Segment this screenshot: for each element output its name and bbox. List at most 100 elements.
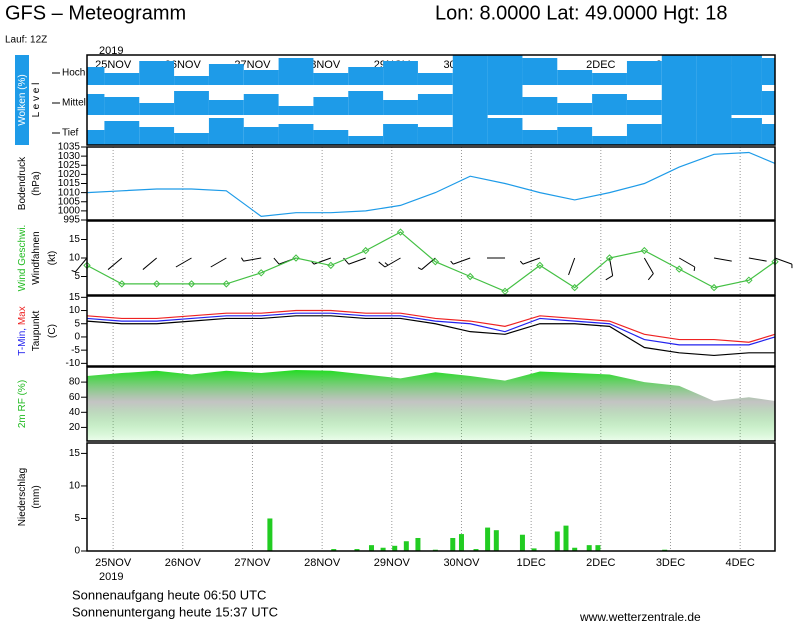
y-tick-label: 5 <box>74 513 80 524</box>
y-tick-label: 60 <box>69 392 81 403</box>
precip-bar <box>595 545 601 551</box>
marker <box>327 261 335 270</box>
axis-label: Wolken (%) <box>17 74 28 126</box>
wind-barb <box>107 257 123 270</box>
y-tick-label: 0 <box>74 546 80 557</box>
cloud-cell <box>139 127 175 145</box>
marker <box>710 283 718 292</box>
precip-bar <box>267 518 273 551</box>
cloud-cell <box>761 58 775 85</box>
precip-bar <box>473 549 479 551</box>
precip-bar <box>403 541 409 551</box>
y-tick-label: -10 <box>66 358 81 369</box>
cloud-cell <box>557 127 593 145</box>
y-tick-label: 1010 <box>58 187 81 198</box>
cloud-cell <box>383 124 418 145</box>
marker <box>118 280 126 288</box>
cloud-cell <box>661 85 697 115</box>
series-line <box>86 315 775 357</box>
wind-barb <box>748 257 767 262</box>
x-tick-label-bottom: 30NOV <box>443 557 480 569</box>
x-tick-label-bottom: 26NOV <box>165 557 202 569</box>
cloud-cell <box>104 97 140 115</box>
axis-label-part: 2m RF (%) <box>17 380 28 428</box>
cloud-cell <box>417 94 453 115</box>
axis-label: Windfahnen <box>31 231 42 284</box>
series-line <box>86 312 776 346</box>
marker <box>361 246 370 255</box>
marker <box>570 283 579 292</box>
cloud-cell <box>383 61 418 85</box>
x-tick-label-bottom: 3DEC <box>656 557 685 569</box>
panel-frame <box>86 146 776 221</box>
marker <box>396 228 405 236</box>
marker <box>536 261 544 270</box>
precip-bar <box>563 525 569 551</box>
cloud-cell <box>696 115 732 145</box>
y-tick-label: 10 <box>69 481 81 492</box>
cloud-cell <box>417 73 453 85</box>
wind-barb <box>175 257 192 268</box>
cloud-cell <box>452 55 488 85</box>
axis-label: (hPa) <box>31 171 42 195</box>
x-tick-label-top: 2DEC <box>586 59 615 71</box>
cloud-cell <box>348 136 384 145</box>
year-bottom: 2019 <box>99 571 123 583</box>
y-tick-label: 5 <box>74 271 80 282</box>
axis-label: Bodendruck <box>17 156 28 210</box>
cloud-cell <box>104 73 140 85</box>
axis-label: Wind Geschwi. <box>17 225 28 292</box>
axis-label: Niederschlag <box>17 468 28 526</box>
cloud-cell <box>313 73 349 85</box>
y-tick-label: 1005 <box>58 196 81 207</box>
cloud-cell <box>731 85 762 115</box>
cloud-cell <box>522 58 558 85</box>
x-tick-label-bottom: 29NOV <box>374 557 411 569</box>
marker <box>466 272 474 281</box>
level-label: Tief <box>62 128 79 139</box>
cloud-cell <box>87 67 105 85</box>
cloud-cell <box>696 55 732 85</box>
marker <box>222 280 231 288</box>
panel-frame <box>86 442 776 552</box>
cloud-cell <box>104 121 140 145</box>
axis-label: (kt) <box>47 251 58 265</box>
location: Lon: 8.0000 Lat: 49.0000 Hgt: 18 <box>435 2 727 24</box>
cloud-cell <box>278 124 314 145</box>
x-tick-label-bottom: 1DEC <box>516 557 545 569</box>
y-tick-label: 1035 <box>58 142 81 153</box>
y-tick-label: 10 <box>69 253 81 264</box>
wind-barb <box>519 257 541 265</box>
cloud-cell <box>243 70 279 85</box>
axis-label-part: (mm) <box>31 485 42 508</box>
axis-label: Taupunkt <box>31 310 42 351</box>
site: www.wetterzentrale.de <box>579 610 701 624</box>
panel-frame <box>86 54 776 146</box>
cloud-cell <box>208 100 244 115</box>
marker <box>745 276 753 284</box>
panel-frame <box>86 366 776 442</box>
cloud-cell <box>139 103 175 115</box>
marker <box>257 269 265 277</box>
axis-label-part: Niederschlag <box>17 468 28 526</box>
y-tick-label: 20 <box>69 422 81 433</box>
axis-label-part: (C) <box>47 324 58 338</box>
cloud-cell <box>487 118 523 145</box>
axis-label-part: Wolken (%) <box>17 74 28 126</box>
cloud-cell <box>243 94 279 115</box>
marker <box>187 280 196 288</box>
cloud-cell <box>278 106 314 115</box>
wind-barb <box>568 257 576 276</box>
precip-bar <box>554 531 560 551</box>
wind-barb <box>142 257 157 270</box>
cloud-cell <box>626 100 662 115</box>
y-tick-label: 15 <box>69 234 81 245</box>
cloud-cell <box>348 91 384 115</box>
wind-barb <box>450 257 471 265</box>
cloud-cell <box>522 97 558 115</box>
cloud-cell <box>87 94 105 115</box>
x-tick-label-bottom: 2DEC <box>586 557 615 569</box>
axis-label-part: Wind Geschwi. <box>17 225 28 292</box>
precip-bar <box>493 530 499 551</box>
precip-bar <box>415 537 421 551</box>
